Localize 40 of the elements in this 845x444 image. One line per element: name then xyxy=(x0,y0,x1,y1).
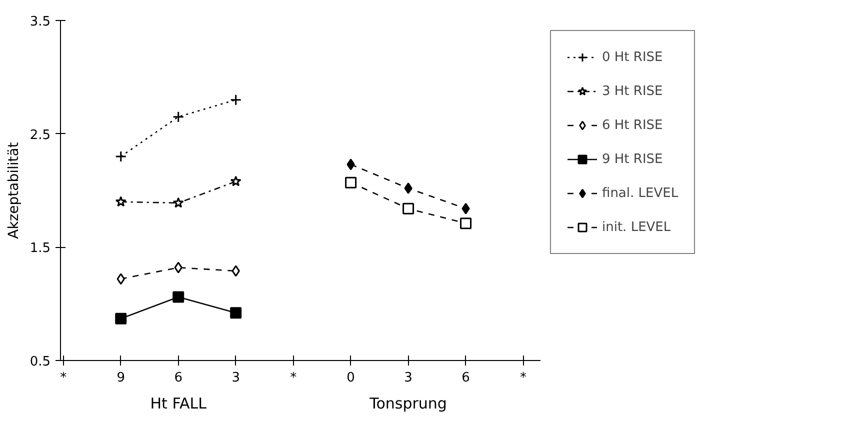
point xyxy=(345,176,357,188)
y-tick-label: 3.5 xyxy=(30,14,51,30)
text: Tonsprung xyxy=(368,394,447,412)
point xyxy=(115,150,127,162)
y-tick-label: 2.5 xyxy=(30,128,51,143)
x-tick-label: 6 xyxy=(462,370,470,386)
point xyxy=(346,158,355,170)
point xyxy=(232,265,240,277)
point xyxy=(174,262,182,274)
x-tick-label: 3 xyxy=(404,370,412,386)
y-axis-title: Akzeptabilität xyxy=(6,142,22,239)
legend-label: init. LEVEL xyxy=(602,220,671,234)
point xyxy=(402,202,414,214)
x-tick-label: * xyxy=(60,370,68,386)
y-tick-label: 0.5 xyxy=(30,354,51,370)
point xyxy=(460,218,472,230)
point xyxy=(230,94,242,106)
x-tick-label: 0 xyxy=(346,370,355,386)
x-tick-label: 9 xyxy=(116,370,126,386)
legend-label: 9 Ht RISE xyxy=(602,152,663,166)
point xyxy=(116,273,125,285)
x-tick-label: * xyxy=(290,370,298,386)
legend-label: 0 Ht RISE xyxy=(602,50,663,64)
point xyxy=(172,291,184,303)
legend-label: 6 Ht RISE xyxy=(602,118,663,132)
x-tick-label: 3 xyxy=(232,370,240,386)
x-tick-label: * xyxy=(520,370,528,386)
x-tick-label: 6 xyxy=(174,370,182,386)
point xyxy=(115,312,127,324)
point xyxy=(230,176,242,186)
text: Ht FALL xyxy=(150,394,208,412)
point xyxy=(172,197,184,208)
point xyxy=(404,182,412,194)
point xyxy=(462,202,470,214)
legend-label: final. LEVEL xyxy=(602,186,678,200)
point xyxy=(172,111,184,123)
legend-label: 3 Ht RISE xyxy=(602,84,663,98)
y-tick-label: 1.5 xyxy=(30,241,51,256)
point xyxy=(115,196,126,207)
point xyxy=(230,307,242,319)
